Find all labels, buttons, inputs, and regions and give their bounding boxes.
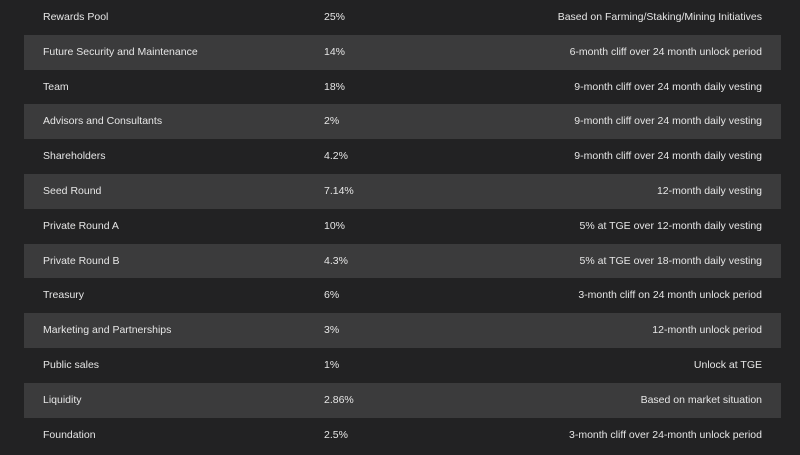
table-row: Foundation 2.5% 3-month cliff over 24-mont…: [24, 418, 781, 453]
table-row: Liquidity 2.86% Based on market situation: [24, 382, 781, 418]
vesting-terms: 3-month cliff over 24-month unlock perio…: [569, 428, 762, 441]
table-row: Private Round B 4.3% 5% at TGE over 18-mon…: [24, 243, 781, 279]
vesting-terms: 6-month cliff over 24 month unlock perio…: [569, 45, 762, 58]
allocation-percent: 2%: [324, 115, 340, 128]
table-row: Team 18% 9-month cliff over 24 month daily…: [24, 70, 781, 105]
table-row: Treasury 6% 3-month cliff on 24 month unlo…: [24, 278, 781, 313]
allocation-percent: 3%: [324, 324, 340, 337]
allocation-name: Treasury: [43, 289, 85, 302]
allocation-table: Rewards Pool 25% Based on Farming/Staking/…: [24, 0, 781, 452]
table-row: Private Round A 10% 5% at TGE over 12-mont…: [24, 209, 781, 244]
vesting-terms: 9-month cliff over 24 month daily vestin…: [574, 150, 762, 163]
allocation-name: Liquidity: [43, 393, 82, 406]
allocation-percent: 6%: [324, 289, 340, 302]
table-row: Seed Round 7.14% 12-month daily vesting: [24, 173, 781, 209]
table-row: Rewards Pool 25% Based on Farming/Staking/…: [24, 0, 781, 35]
vesting-terms: 9-month cliff over 24 month daily vestin…: [574, 80, 762, 93]
allocation-name: Foundation: [43, 428, 96, 441]
allocation-name: Advisors and Consultants: [43, 115, 163, 128]
allocation-name: Private Round B: [43, 254, 120, 267]
vesting-terms: 9-month cliff over 24 month daily vestin…: [574, 115, 762, 128]
allocation-percent: 25%: [324, 11, 346, 23]
allocation-name: Marketing and Partnerships: [43, 324, 172, 337]
allocation-percent: 18%: [324, 80, 346, 93]
allocation-percent: 4.2%: [324, 150, 348, 163]
vesting-terms: Based on market situation: [640, 393, 762, 406]
table-row: Shareholders 4.2% 9-month cliff over 24 mo…: [24, 139, 781, 174]
vesting-terms: 5% at TGE over 12-month daily vesting: [579, 219, 762, 232]
table-row: Advisors and Consultants 2% 9-month cliff …: [24, 104, 781, 140]
vesting-terms: 12-month daily vesting: [656, 184, 762, 197]
vesting-terms: 12-month unlock period: [652, 324, 762, 337]
allocation-name: Shareholders: [43, 150, 106, 163]
allocation-name: Future Security and Maintenance: [43, 45, 198, 58]
vesting-terms: 3-month cliff on 24 month unlock period: [578, 289, 762, 302]
allocation-percent: 2.5%: [324, 428, 348, 441]
allocation-percent: 10%: [324, 219, 346, 232]
allocation-percent: 4.3%: [324, 254, 348, 267]
allocation-name: Team: [43, 80, 69, 93]
allocation-percent: 7.14%: [324, 184, 354, 197]
allocation-name: Private Round A: [43, 219, 119, 232]
allocation-percent: 1%: [324, 358, 340, 371]
allocation-name: Rewards Pool: [43, 11, 109, 23]
allocation-percent: 2.86%: [324, 393, 354, 406]
allocation-name: Seed Round: [43, 184, 102, 197]
table-row: Marketing and Partnerships 3% 12-month unl…: [24, 313, 781, 348]
allocation-percent: 14%: [324, 45, 346, 58]
vesting-terms: 5% at TGE over 18-month daily vesting: [579, 254, 762, 267]
table-row: Public sales 1% Unlock at TGE: [24, 348, 781, 383]
vesting-terms: Unlock at TGE: [693, 358, 762, 371]
allocation-name: Public sales: [43, 358, 100, 371]
vesting-terms: Based on Farming/Staking/Mining Initiati…: [557, 11, 762, 23]
table-row: Future Security and Maintenance 14% 6-mont…: [24, 34, 781, 70]
